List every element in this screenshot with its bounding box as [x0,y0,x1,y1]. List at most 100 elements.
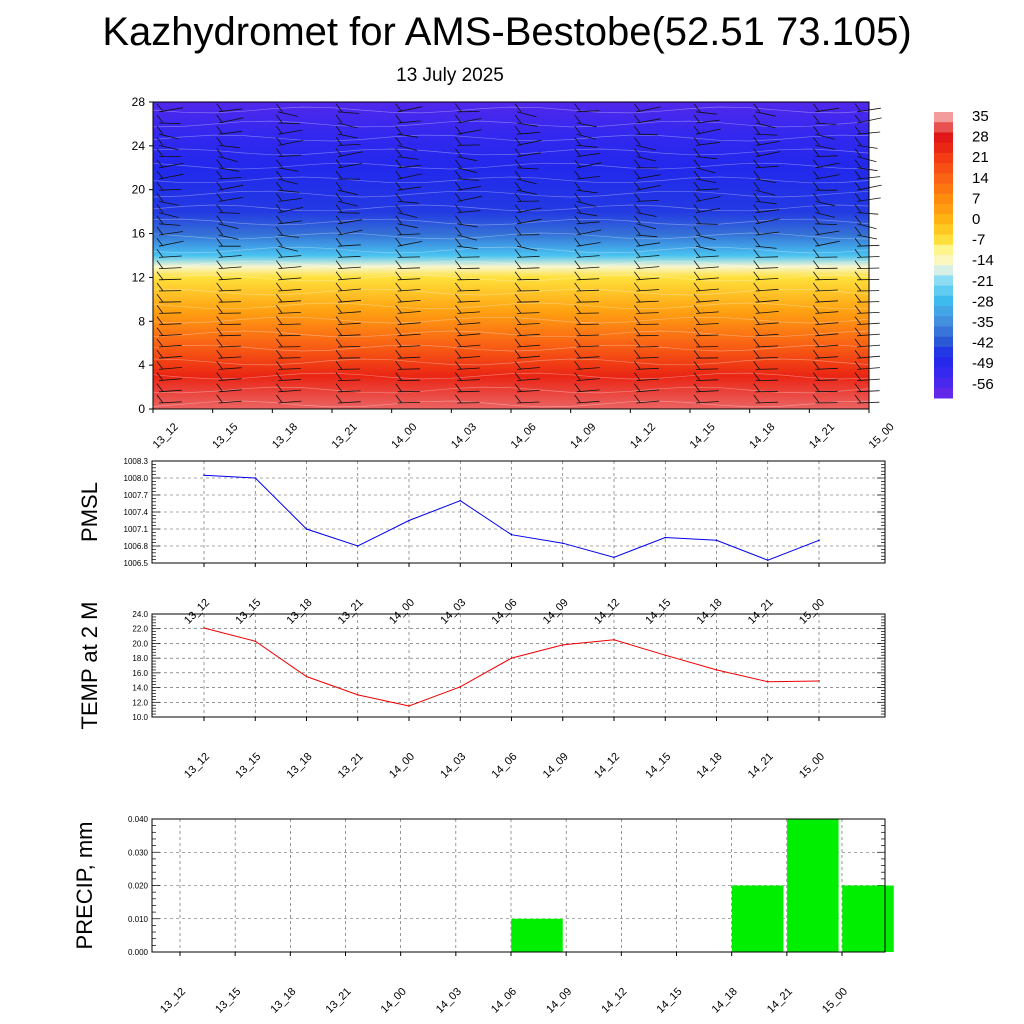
wind-barb [574,249,600,258]
colorbar-box [934,377,953,389]
x-tick-label: 14_18 [747,421,777,451]
x-tick-label: 14_12 [599,986,629,1016]
wind-barb [514,215,542,225]
y-tick-label: 0.020 [128,882,149,891]
wind-barb [813,237,840,247]
data-point [254,477,257,479]
wind-barb [455,282,480,292]
wind-barb [813,316,839,325]
wind-barb [395,327,421,337]
wind-barb [276,114,301,125]
y-tick-label: 1007.1 [124,525,149,534]
wind-barb [753,383,778,393]
data-point [766,559,769,561]
y-tick-label: 0.030 [128,848,149,857]
minor-ticks [152,460,885,564]
wind-barb [813,327,839,337]
wind-barb [156,327,182,337]
wind-barb [395,282,421,292]
wind-barb [514,305,540,314]
wind-barb [455,349,481,359]
wind-barb [753,204,780,213]
wind-barb [753,282,779,292]
wind-barb [455,237,479,250]
wind-barb [574,193,597,207]
wind-barb [276,383,302,393]
wind-barb [216,103,243,113]
wind-barb [634,215,656,230]
wind-barb [574,170,600,180]
wind-barb [574,361,600,370]
wind-barb [335,193,358,207]
colorbar-box [934,367,953,379]
panel-frame [151,818,886,953]
wind-barb [753,125,778,136]
wind-barb [813,338,839,348]
x-tick-label: 14_09 [541,597,571,627]
wind-barb [574,204,598,217]
wind-barb [574,293,599,303]
wind-barb [335,271,361,281]
colorbar-box [934,265,953,276]
wind-barb [156,215,181,226]
colorbar-box [934,387,953,399]
x-tick-label: 14_12 [628,421,658,451]
data-point [510,533,513,536]
x-tick-label: 14_09 [544,986,574,1016]
colorbar-box [934,142,953,154]
wind-barb [753,148,781,157]
wind-barb [156,193,180,206]
colorbar-box [934,316,953,327]
wind-barb [395,394,421,404]
colorbar-box [934,122,953,133]
wind-barb [276,215,302,225]
wind-barb [753,372,778,381]
wind-barb [634,204,657,217]
wind-barb [216,361,242,370]
wind-barb [813,293,839,303]
wind-barb [156,137,179,151]
wind-barb [514,260,540,269]
wind-barb [276,260,302,269]
colorbar-box [934,132,953,144]
y-axis-label: PMSL [77,482,102,542]
wind-barb [854,271,880,281]
x-tick-label: 14_00 [387,597,417,627]
wind-barb [574,372,600,381]
wind-barb [753,114,776,129]
wind-barb [216,137,240,149]
wind-barb [693,103,717,115]
chart-subtitle: 13 July 2025 [396,65,504,86]
x-tick-label: 14_15 [643,597,673,627]
colorbar-box [934,357,953,368]
colorbar-box [934,224,953,236]
wind-barb [335,361,361,370]
y-axis-label: TEMP at 2 M [77,602,102,730]
wind-barb [693,260,719,269]
wind-barb [455,181,482,191]
wind-barb [335,148,363,157]
x-tick-label: 13_18 [268,986,298,1016]
wind-barb [276,103,299,117]
wind-barb [854,372,880,381]
wind-barb [574,148,601,157]
wind-barb [813,103,840,113]
wind-barb [216,260,242,269]
wind-barb [335,215,363,225]
wind-barb [693,170,717,183]
x-tick-label: 13_12 [182,751,212,781]
wind-barb [395,338,421,348]
x-tick-label: 14_09 [541,751,571,781]
wind-barb [276,137,303,146]
wind-barb [634,271,660,281]
data-point [715,539,718,542]
wind-barb [753,361,778,370]
wind-barb [276,159,299,172]
wind-barb [693,204,721,213]
wind-barb [514,226,540,236]
wind-barb [634,226,658,238]
wind-barb [156,293,182,303]
wind-barb [634,137,657,151]
wind-barb [335,394,361,404]
data-point [664,654,667,656]
